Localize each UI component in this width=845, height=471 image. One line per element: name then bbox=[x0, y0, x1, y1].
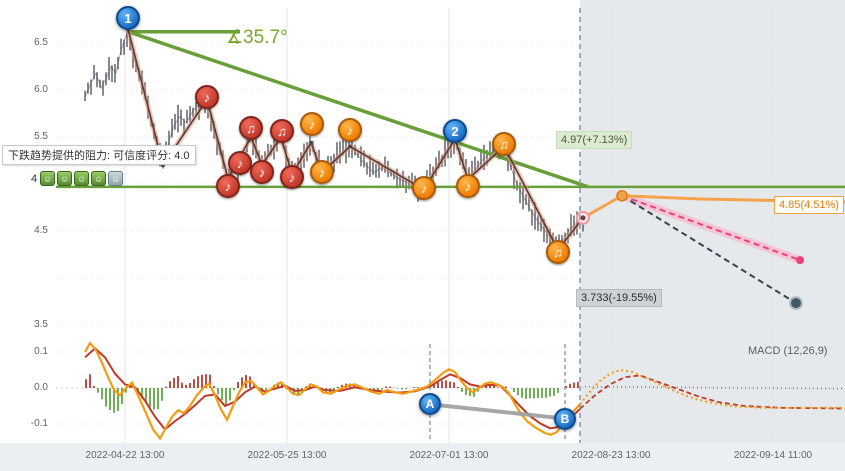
sticker-icon[interactable]: ☺ bbox=[57, 171, 73, 186]
branch-dot bbox=[616, 190, 628, 202]
macd-indicator-label: MACD (12,26,9) bbox=[748, 345, 828, 357]
music-note-marker[interactable]: ♪ bbox=[228, 151, 252, 175]
macd-ab-line bbox=[429, 402, 566, 421]
forecast-region bbox=[580, 0, 845, 443]
music-note-marker[interactable]: ♪ bbox=[412, 176, 436, 200]
music-note-marker[interactable]: ♪ bbox=[250, 160, 274, 184]
badge-count: 4 bbox=[31, 172, 38, 185]
y-axis-tick: 6.5 bbox=[34, 37, 48, 48]
music-note-marker[interactable]: ♫ bbox=[239, 116, 263, 140]
sticker-icon[interactable]: ☺ bbox=[108, 171, 124, 186]
x-axis-tick: 2022-07-01 13:00 bbox=[409, 450, 489, 461]
x-axis-tick: 2022-08-23 13:00 bbox=[571, 450, 651, 461]
score-badges: 4 ☺ ☺ ☺ ☺ ☺ bbox=[31, 171, 124, 186]
x-axis-tick: 2022-04-22 13:00 bbox=[85, 450, 165, 461]
down-target-dot bbox=[789, 296, 803, 311]
x-axis-tick: 2022-05-25 13:00 bbox=[247, 450, 327, 461]
resistance-tooltip: 下跌趋势提供的阻力: 可信度评分: 4.0 bbox=[2, 145, 196, 165]
macd-y-axis-tick: -0.1 bbox=[30, 418, 48, 429]
music-note-marker[interactable]: ♪ bbox=[300, 112, 324, 136]
y-axis-tick: 3.5 bbox=[34, 319, 48, 330]
music-note-marker[interactable]: ♪ bbox=[456, 174, 480, 198]
forecast-orange-line bbox=[582, 194, 845, 220]
macd-marker-b[interactable]: B bbox=[554, 408, 576, 430]
music-note-marker[interactable]: ♫ bbox=[492, 132, 516, 156]
music-note-marker[interactable]: ♪ bbox=[280, 165, 304, 189]
forecast-pink-line bbox=[621, 194, 801, 262]
music-note-marker[interactable]: ♪ bbox=[310, 160, 334, 184]
wave-marker-1[interactable]: 1 bbox=[116, 6, 140, 30]
trend-angle-label: ∡35.7° bbox=[226, 27, 288, 48]
dif-line bbox=[84, 341, 581, 441]
sticker-row: ☺ ☺ ☺ ☺ ☺ bbox=[40, 171, 124, 186]
resistance-price-label: 4.97(+7.13%) bbox=[556, 131, 633, 149]
macd-y-axis-tick: 0.0 bbox=[34, 382, 48, 393]
forecast-down-target-label: 3.733(-19.55%) bbox=[576, 289, 662, 307]
macd-y-axis-tick: 0.1 bbox=[34, 346, 48, 357]
axis-strip bbox=[0, 443, 845, 471]
music-note-marker[interactable]: ♪ bbox=[216, 174, 240, 198]
sticker-icon[interactable]: ☺ bbox=[74, 171, 90, 186]
y-axis-tick: 5.5 bbox=[34, 131, 48, 142]
y-axis-tick: 6.0 bbox=[34, 84, 48, 95]
macd-marker-a[interactable]: A bbox=[419, 393, 441, 415]
music-note-marker[interactable]: ♪ bbox=[338, 118, 362, 142]
forecast-up-target-label: 4.85(4.51%) bbox=[774, 196, 844, 214]
y-axis-tick: 4.5 bbox=[34, 225, 48, 236]
music-note-marker[interactable]: ♫ bbox=[546, 240, 570, 264]
music-note-marker[interactable]: ♫ bbox=[270, 119, 294, 143]
x-axis-tick: 2022-09-14 11:00 bbox=[733, 450, 813, 461]
music-note-marker[interactable]: ♪ bbox=[195, 85, 219, 109]
wave-marker-2[interactable]: 2 bbox=[443, 119, 467, 143]
forecast-dark-line bbox=[621, 194, 797, 304]
sticker-icon[interactable]: ☺ bbox=[40, 171, 56, 186]
sticker-icon[interactable]: ☺ bbox=[91, 171, 107, 186]
